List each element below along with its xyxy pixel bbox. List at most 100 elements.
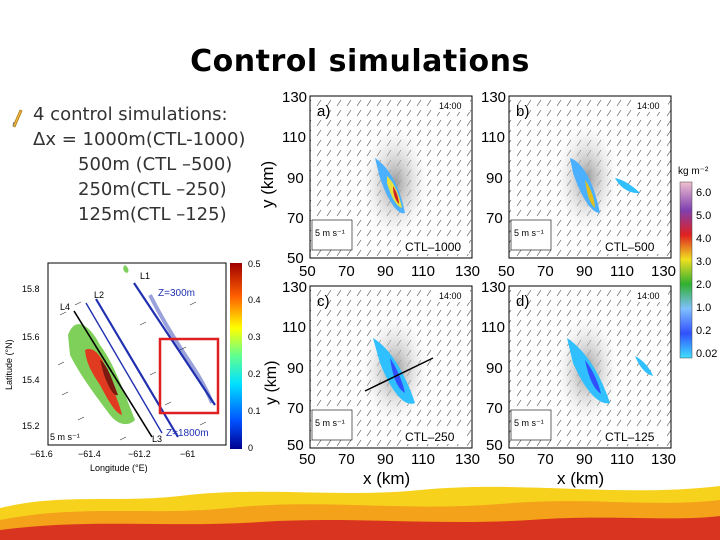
x-tick: 70 bbox=[338, 263, 355, 280]
bullet-line-3: 500m (CTL –500) bbox=[78, 154, 233, 175]
line-label-l2: L2 bbox=[94, 290, 104, 300]
x-tick: 50 bbox=[299, 451, 316, 468]
panel-b: 5 m s⁻¹ 14:00 b) CTL–500 bbox=[508, 95, 672, 259]
lon-tick: −61.4 bbox=[78, 449, 101, 459]
y-tick: 110 bbox=[282, 129, 306, 146]
x-tick: 50 bbox=[498, 263, 515, 280]
y-tick: 50 bbox=[287, 250, 304, 267]
x-tick: 110 bbox=[610, 451, 634, 468]
x-tick: 90 bbox=[377, 451, 394, 468]
line-label-l4: L4 bbox=[60, 302, 70, 312]
lon-tick: −61 bbox=[180, 449, 195, 459]
x-axis-label-left: x (km) bbox=[363, 469, 410, 488]
lat-tick: 15.6 bbox=[22, 332, 40, 342]
lon-axis-label: Longitude (°E) bbox=[90, 463, 148, 473]
kg-colorbar-tick: 0.02 bbox=[696, 348, 717, 360]
panel-a-letter: a) bbox=[317, 103, 330, 120]
y-tick: 70 bbox=[287, 210, 304, 227]
lat-tick: 15.8 bbox=[22, 284, 40, 294]
y-tick: 110 bbox=[481, 129, 505, 146]
kg-colorbar-units: kg m⁻² bbox=[678, 166, 709, 177]
kg-colorbar-tick: 5.0 bbox=[696, 210, 711, 222]
y-tick: 50 bbox=[486, 437, 503, 454]
panel-a-label: CTL–1000 bbox=[405, 240, 461, 254]
panel-c: 5 m s⁻¹ 14:00 c) CTL–250 bbox=[309, 285, 473, 449]
y-tick: 70 bbox=[486, 210, 503, 227]
x-axis-label-right: x (km) bbox=[557, 469, 604, 488]
panel-d-time: 14:00 bbox=[637, 291, 660, 301]
y-tick: 130 bbox=[282, 279, 307, 296]
kg-colorbar-tick: 2.0 bbox=[696, 279, 711, 291]
x-tick: 130 bbox=[651, 263, 676, 280]
x-tick: 70 bbox=[338, 451, 355, 468]
panel-c-label: CTL–250 bbox=[405, 430, 455, 444]
z-bottom-label: Z=1800m bbox=[166, 428, 209, 439]
map-panel: L1 L2 L3 L4 Z=300m Z=1800m 5 m s⁻¹ 15.8 … bbox=[4, 259, 280, 473]
x-tick: 70 bbox=[537, 263, 554, 280]
y-tick: 70 bbox=[486, 400, 503, 417]
lat-tick: 15.2 bbox=[22, 421, 40, 431]
map-colorbar-units: y (km) bbox=[263, 361, 280, 405]
line-label-l3: L3 bbox=[152, 434, 162, 444]
panel-a: 5 m s⁻¹ 14:00 a) CTL–1000 bbox=[309, 95, 473, 259]
lon-tick: −61.2 bbox=[128, 449, 151, 459]
panel-d-letter: d) bbox=[516, 293, 529, 310]
panel-c-wind-scale: 5 m s⁻¹ bbox=[315, 418, 345, 428]
panel-b-time: 14:00 bbox=[637, 101, 660, 111]
map-colorbar-tick: 0.5 bbox=[248, 259, 261, 269]
panel-c-time: 14:00 bbox=[439, 291, 462, 301]
simulation-panels: 5 m s⁻¹ 14:00 a) CTL–1000 5 m s⁻¹ 14:00 … bbox=[258, 89, 717, 488]
y-tick: 130 bbox=[282, 89, 307, 106]
panel-d: 5 m s⁻¹ 14:00 d) CTL–125 bbox=[508, 285, 672, 449]
lon-tick: −61.6 bbox=[30, 449, 53, 459]
panel-b-letter: b) bbox=[516, 103, 529, 120]
footer-decoration bbox=[0, 486, 720, 540]
panel-d-wind-scale: 5 m s⁻¹ bbox=[514, 418, 544, 428]
x-tick: 130 bbox=[455, 451, 480, 468]
y-tick: 90 bbox=[287, 360, 304, 377]
island-high-terrain bbox=[85, 349, 122, 415]
x-tick: 90 bbox=[576, 451, 593, 468]
y-tick: 130 bbox=[481, 89, 506, 106]
transect-line-l3 bbox=[73, 310, 153, 438]
bullet-list: 4 control simulations: Δx = 1000m(CTL-10… bbox=[33, 102, 245, 227]
transect-line-l1 bbox=[133, 282, 216, 406]
lat-axis-label: Latitude (°N) bbox=[4, 339, 14, 390]
kg-colorbar-tick: 1.0 bbox=[696, 302, 711, 314]
kg-colorbar-tick: 3.0 bbox=[696, 256, 711, 268]
y-tick: 130 bbox=[481, 279, 506, 296]
y-tick: 90 bbox=[287, 170, 304, 187]
bullet-line-2: Δx = 1000m(CTL-1000) bbox=[33, 129, 246, 150]
kg-colorbar-tick: 0.2 bbox=[696, 325, 711, 337]
bullet-line-5: 125m(CTL –125) bbox=[78, 204, 227, 225]
x-tick: 110 bbox=[411, 263, 435, 280]
map-wind-vectors bbox=[57, 301, 207, 441]
map-colorbar bbox=[230, 263, 242, 449]
map-colorbar-tick: 0.4 bbox=[248, 295, 261, 305]
x-tick: 110 bbox=[411, 451, 435, 468]
panel-a-time: 14:00 bbox=[439, 101, 462, 111]
panel-c-letter: c) bbox=[317, 293, 330, 310]
kg-colorbar bbox=[679, 181, 693, 359]
y-tick: 110 bbox=[282, 319, 306, 336]
y-tick: 90 bbox=[486, 170, 503, 187]
panel-a-wind-scale: 5 m s⁻¹ bbox=[315, 228, 345, 238]
y-tick: 110 bbox=[481, 319, 505, 336]
y-tick: 50 bbox=[287, 437, 304, 454]
kg-colorbar-tick: 6.0 bbox=[696, 187, 711, 199]
slide-title: Control simulations bbox=[190, 44, 530, 79]
highlight-box bbox=[158, 337, 220, 415]
x-tick: 50 bbox=[299, 263, 316, 280]
x-tick: 50 bbox=[498, 451, 515, 468]
z-top-label: Z=300m bbox=[158, 288, 195, 299]
kg-colorbar-tick: 4.0 bbox=[696, 233, 711, 245]
y-tick: 90 bbox=[486, 360, 503, 377]
bullet-line-1: 4 control simulations: bbox=[33, 104, 228, 125]
pencil-bullet-icon bbox=[12, 109, 23, 128]
y-tick: 70 bbox=[287, 400, 304, 417]
map-colorbar-tick: 0 bbox=[248, 443, 253, 453]
x-tick: 90 bbox=[377, 263, 394, 280]
y-axis-label: y (km) bbox=[258, 161, 277, 208]
panel-d-label: CTL–125 bbox=[605, 430, 655, 444]
map-wind-scale: 5 m s⁻¹ bbox=[50, 432, 80, 442]
